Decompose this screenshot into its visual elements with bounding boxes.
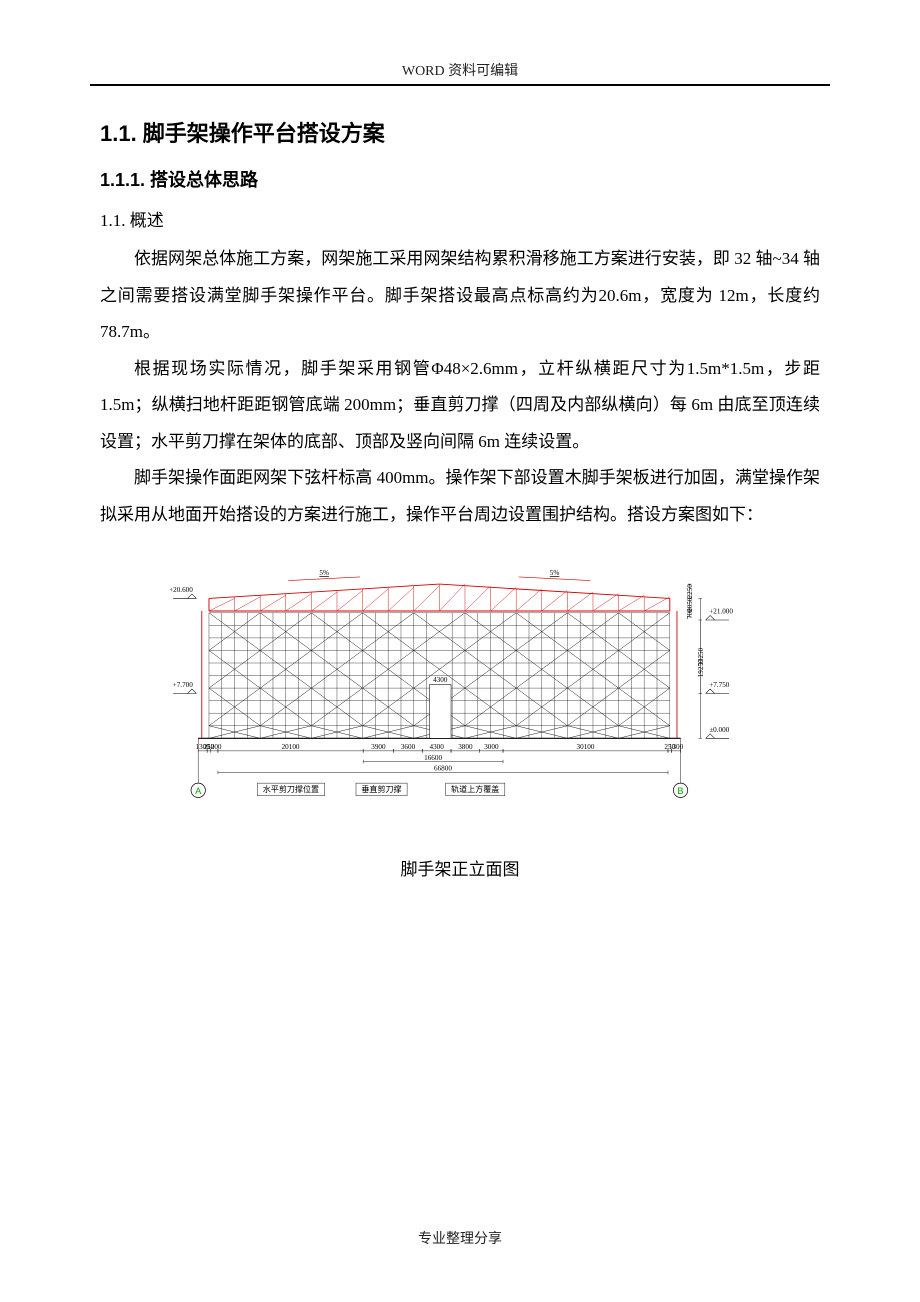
svg-text:轨道上方覆盖: 轨道上方覆盖: [451, 784, 499, 794]
svg-text:A: A: [195, 786, 201, 796]
svg-text:30100: 30100: [577, 743, 595, 751]
svg-text:3900: 3900: [371, 743, 386, 751]
svg-text:+20.600: +20.600: [169, 587, 193, 595]
svg-text:1300: 1300: [669, 743, 684, 751]
svg-text:B: B: [678, 786, 684, 796]
page-footer: 专业整理分享: [0, 1228, 920, 1248]
header-rule: [90, 84, 830, 86]
svg-text:3600: 3600: [401, 743, 416, 751]
svg-text:19250: 19250: [697, 659, 705, 677]
svg-text:66800: 66800: [434, 765, 452, 773]
heading-1: 1.1. 脚手架操作平台搭设方案: [100, 116, 820, 148]
heading-2: 1.1.1. 搭设总体思路: [100, 166, 820, 192]
figure-container: 5% 5% +20.600 +7.700 +21.000 +7.750 ±0.000 2250…: [100, 559, 820, 880]
paragraph-1: 依据网架总体施工方案，网架施工采用网架结构累积滑移施工方案进行安装，即 32 轴…: [100, 241, 820, 351]
svg-text:垂直剪刀撑: 垂直剪刀撑: [361, 784, 401, 794]
svg-text:+21.000: +21.000: [709, 608, 733, 616]
svg-text:1200: 1200: [207, 743, 222, 751]
svg-text:16600: 16600: [424, 754, 442, 762]
svg-text:±0.000: ±0.000: [709, 726, 729, 734]
svg-text:20100: 20100: [282, 743, 300, 751]
heading-3: 1.1. 概述: [100, 206, 820, 231]
svg-text:3000: 3000: [484, 743, 499, 751]
svg-text:4300: 4300: [433, 676, 448, 684]
svg-text:2250: 2250: [686, 584, 694, 599]
svg-text:5%: 5%: [550, 570, 560, 578]
svg-text:3800: 3800: [458, 743, 473, 751]
paragraph-3: 脚手架操作面距网架下弦杆标高 400mm。操作架下部设置木脚手架板进行加固，满堂…: [100, 460, 820, 533]
scaffold-elevation-diagram: 5% 5% +20.600 +7.700 +21.000 +7.750 ±0.000 2250…: [140, 559, 780, 819]
svg-text:水平剪刀撑位置: 水平剪刀撑位置: [263, 784, 319, 794]
page-header: WORD 资料可编辑: [100, 60, 820, 80]
svg-text:700: 700: [686, 608, 694, 619]
svg-text:+7.700: +7.700: [173, 682, 194, 690]
svg-text:4300: 4300: [430, 743, 445, 751]
figure-caption: 脚手架正立面图: [100, 855, 820, 880]
svg-text:5%: 5%: [319, 570, 329, 578]
paragraph-2: 根据现场实际情况，脚手架采用钢管Φ48×2.6mm，立杆纵横距尺寸为1.5m*1…: [100, 351, 820, 461]
svg-text:+7.750: +7.750: [709, 682, 730, 690]
